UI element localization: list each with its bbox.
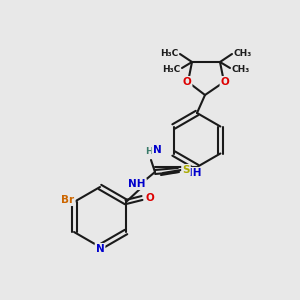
- Text: N: N: [96, 244, 104, 254]
- Text: O: O: [220, 77, 230, 87]
- Text: S: S: [182, 165, 190, 175]
- Text: O: O: [183, 77, 191, 87]
- Text: H: H: [145, 148, 153, 157]
- Text: N: N: [153, 145, 161, 155]
- Text: H₃C: H₃C: [160, 49, 178, 58]
- Text: H₃C: H₃C: [162, 64, 180, 74]
- Text: CH₃: CH₃: [234, 49, 252, 58]
- Text: Br: Br: [61, 195, 75, 205]
- Text: CH₃: CH₃: [232, 64, 250, 74]
- Text: O: O: [146, 193, 154, 203]
- Text: NH: NH: [184, 168, 202, 178]
- Text: NH: NH: [128, 179, 146, 189]
